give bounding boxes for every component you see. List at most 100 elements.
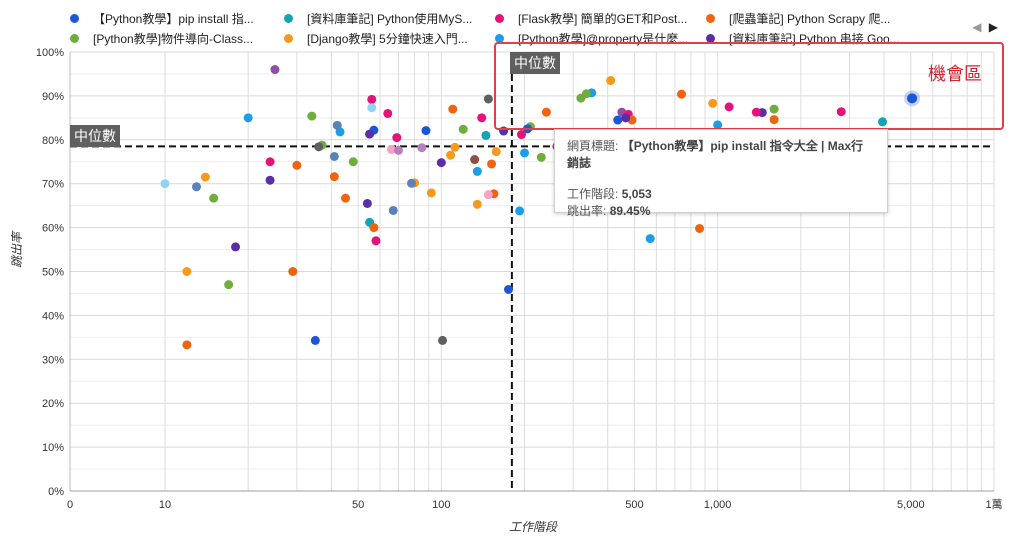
y-tick-label: 90% [42, 91, 64, 103]
tooltip-sessions-label: 工作階段: [567, 187, 619, 201]
data-point [383, 108, 393, 118]
data-point [708, 98, 718, 108]
tooltip-sessions-value: 5,053 [621, 187, 652, 201]
legend-item[interactable]: [Flask教學] 簡單的GET和Post... [495, 10, 687, 27]
data-point [536, 152, 546, 162]
chart-legend: 【Python教學】pip install 指... [資料庫筆記] Python… [70, 10, 970, 48]
data-point [329, 151, 339, 161]
data-point [288, 267, 298, 276]
data-point [421, 126, 431, 136]
legend-pager: ◀ ▶ [972, 20, 998, 34]
tooltip-title-label: 網頁標題: [567, 139, 619, 153]
y-tick-label: 80% [42, 135, 64, 147]
legend-item[interactable]: [Python教學]物件導向-Class... [70, 30, 253, 47]
x-tick-label: 1萬 [985, 498, 1002, 511]
data-point [483, 190, 493, 200]
data-point [448, 104, 458, 114]
data-point [426, 188, 436, 198]
data-point [438, 335, 448, 345]
y-tick-label: 30% [42, 354, 64, 366]
legend-dot-icon [70, 34, 79, 43]
data-points [160, 65, 921, 350]
data-point [520, 148, 530, 158]
tooltip-bounce-value: 89.45% [609, 204, 651, 218]
y-axis-ticks: 0% 10% 20% 30% 40% 50% 60% 70% 80% 90% 100% [36, 47, 64, 498]
data-point [695, 223, 705, 233]
legend-next-arrow-icon[interactable]: ▶ [988, 20, 998, 34]
y-tick-label: 100% [36, 47, 64, 59]
data-point [503, 284, 513, 294]
data-point [516, 130, 526, 140]
data-point [458, 124, 468, 134]
tooltip-title-value: 【Python教學】pip install 指令大全 | Max行銷誌 [567, 139, 864, 170]
data-point [446, 150, 456, 160]
legend-item[interactable]: [資料庫筆記] Python使用MyS... [284, 10, 472, 27]
legend-dot-icon [706, 14, 715, 23]
data-point [310, 335, 320, 345]
data-point [472, 199, 482, 209]
data-point [265, 175, 275, 185]
legend-label: [資料庫筆記] Python 串接 Goo... [729, 32, 900, 46]
data-point [231, 242, 241, 252]
x-tick-label: 100 [432, 499, 450, 511]
legend-prev-arrow-icon[interactable]: ◀ [972, 20, 982, 34]
data-point [606, 76, 616, 86]
data-point [392, 133, 402, 143]
data-point [348, 157, 358, 167]
data-point [332, 120, 342, 130]
x-tick-label: 10 [159, 499, 171, 511]
y-tick-label: 60% [42, 223, 64, 235]
data-point [265, 157, 275, 167]
data-point [724, 102, 734, 112]
legend-dot-icon [70, 14, 79, 23]
data-tooltip: 網頁標題: 【Python教學】pip install 指令大全 | Max行銷… [554, 129, 888, 218]
data-point [191, 182, 201, 192]
highlight-point [907, 93, 918, 104]
data-point [369, 223, 379, 233]
data-point [472, 166, 482, 176]
data-point [160, 179, 170, 189]
legend-label: [Flask教學] 簡單的GET和Post... [518, 12, 688, 26]
x-tick-label: 50 [352, 499, 364, 511]
data-point [341, 193, 351, 203]
grid-lines [69, 51, 995, 492]
data-point [371, 236, 381, 246]
data-point [367, 94, 377, 104]
legend-item[interactable]: [資料庫筆記] Python 串接 Goo... [706, 30, 900, 47]
legend-item[interactable]: [Django教學] 5分鐘快速入門... [284, 30, 468, 47]
data-point [329, 172, 339, 182]
x-tick-label: 0 [67, 499, 73, 511]
legend-label: [Python教學]@property是什麼... [518, 32, 689, 46]
legend-item[interactable]: [Python教學]@property是什麼... [495, 30, 688, 47]
data-point [224, 280, 234, 290]
data-point [576, 93, 586, 103]
opportunity-zone-label: 機會區 [928, 64, 982, 84]
y-tick-label: 0% [48, 486, 64, 498]
data-point [314, 142, 324, 152]
legend-dot-icon [495, 14, 504, 23]
data-point [677, 89, 687, 99]
legend-item[interactable]: 【Python教學】pip install 指... [70, 10, 254, 27]
data-point [200, 172, 210, 182]
legend-item[interactable]: [爬蟲筆記] Python Scrapy 爬... [706, 10, 890, 27]
median-x-tag: 中位數 [510, 52, 560, 74]
y-axis-title: 跳出率 [10, 231, 24, 268]
data-point [394, 145, 404, 155]
data-point [769, 104, 779, 114]
data-point [388, 205, 398, 215]
data-point [417, 143, 427, 153]
x-tick-label: 5,000 [897, 499, 925, 511]
median-y-tag: 中位數 [70, 125, 120, 147]
legend-dot-icon [706, 34, 715, 43]
data-point [621, 113, 631, 123]
data-point [499, 126, 509, 136]
data-point [182, 340, 192, 350]
data-point [477, 113, 487, 123]
data-point [491, 147, 501, 157]
legend-dot-icon [284, 34, 293, 43]
legend-dot-icon [495, 34, 504, 43]
legend-label: 【Python教學】pip install 指... [93, 12, 254, 26]
data-point [515, 206, 525, 216]
data-point [769, 115, 779, 125]
